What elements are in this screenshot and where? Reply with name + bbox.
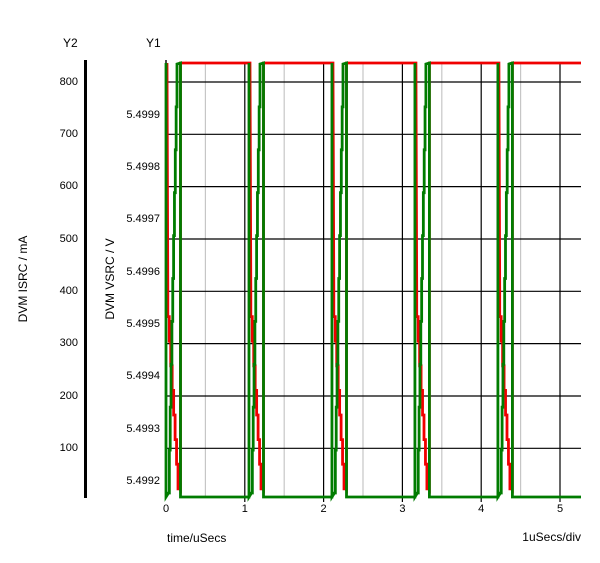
y1-tick-label: 5.4994 (126, 370, 160, 383)
y1-tick-label: 5.4996 (126, 265, 160, 278)
x-axis-title: time/uSecs (167, 531, 227, 545)
y2-tick-label: 300 (59, 337, 78, 350)
x-scale-per-div: 1uSecs/div (522, 530, 581, 544)
y1-tick-label: 5.4992 (126, 474, 160, 487)
y1-tick-label: 5.4993 (126, 422, 160, 435)
major-gridlines (166, 62, 581, 502)
y2-tick-label: 100 (59, 441, 78, 454)
x-tick-label: 4 (478, 503, 485, 515)
x-tick-label: 1 (241, 503, 248, 515)
x-tick-label: 2 (320, 503, 327, 515)
y2-tick-label: 700 (59, 127, 78, 140)
x-tick-label: 0 (162, 503, 170, 515)
isrc-current-trace (164, 61, 581, 502)
x-tick-label: 3 (399, 503, 406, 515)
x-tick-label: 5 (556, 503, 564, 515)
y2-tick-label: 800 (59, 75, 78, 88)
y2-tick-label: 200 (59, 389, 78, 402)
vsrc-voltage-trace (165, 61, 581, 494)
y2-axis-name: Y2 (63, 36, 78, 50)
y2-tick-label: 600 (59, 180, 78, 193)
y1-tick-label: 5.4998 (126, 160, 160, 173)
y1-axis-name: Y1 (146, 36, 161, 50)
y1-tick-label: 5.4997 (126, 213, 160, 226)
y1-tick-label: 5.4999 (126, 108, 160, 121)
axis-lines (84, 60, 167, 498)
y2-tick-label: 400 (59, 284, 78, 297)
y1-tick-label: 5.4995 (126, 317, 160, 330)
y2-tick-label: 500 (59, 232, 78, 245)
